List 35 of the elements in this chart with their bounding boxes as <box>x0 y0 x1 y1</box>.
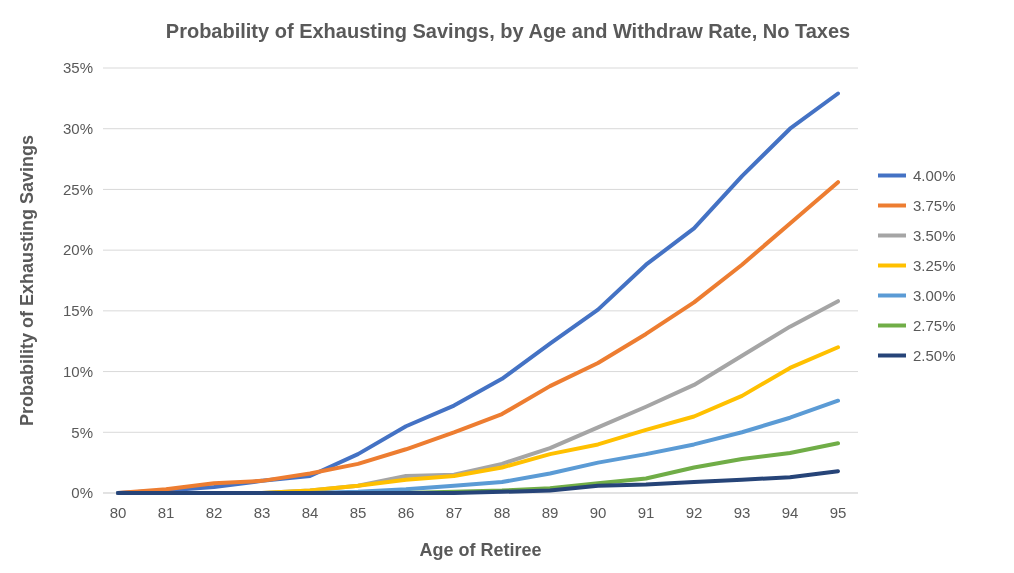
x-tick-label: 89 <box>541 504 559 521</box>
x-tick-label: 82 <box>205 504 223 521</box>
y-tick-label: 20% <box>62 241 93 259</box>
x-tick-label: 93 <box>733 504 751 521</box>
y-tick-label: 35% <box>62 59 93 77</box>
x-tick-label: 91 <box>637 504 655 521</box>
legend-label: 4.00% <box>913 166 956 184</box>
x-tick-label: 88 <box>493 504 511 521</box>
x-tick-label: 81 <box>157 504 175 521</box>
y-axis-title: Probability of Exhausting Savings <box>17 134 37 427</box>
y-tick-label: 5% <box>71 423 93 441</box>
x-tick-label: 80 <box>109 504 127 521</box>
x-tick-label: 84 <box>301 504 319 521</box>
legend-label: 3.50% <box>913 226 956 244</box>
legend-label: 3.75% <box>913 196 956 214</box>
x-tick-label: 83 <box>253 504 271 521</box>
x-tick-label: 92 <box>685 504 703 521</box>
x-tick-label: 90 <box>589 504 607 521</box>
y-tick-label: 10% <box>62 362 93 380</box>
legend-label: 2.75% <box>913 316 956 334</box>
legend-label: 2.50% <box>913 346 956 364</box>
y-tick-label: 30% <box>62 119 93 137</box>
line-series <box>116 469 840 495</box>
x-tick-label: 95 <box>829 504 847 521</box>
y-tick-label: 15% <box>62 302 93 320</box>
chart-title: Probability of Exhausting Savings, by Age and Withdraw Rate, No Taxes <box>165 20 851 42</box>
legend-label: 3.25% <box>913 256 956 274</box>
y-tick-label: 0% <box>71 484 93 502</box>
x-tick-label: 87 <box>445 504 463 521</box>
y-tick-label: 25% <box>62 180 93 198</box>
x-tick-label: 94 <box>781 504 799 521</box>
legend-label: 3.00% <box>913 286 956 304</box>
x-axis-title: Age of Retiree <box>419 540 542 560</box>
x-tick-label: 85 <box>349 504 367 521</box>
x-tick-label: 86 <box>397 504 415 521</box>
